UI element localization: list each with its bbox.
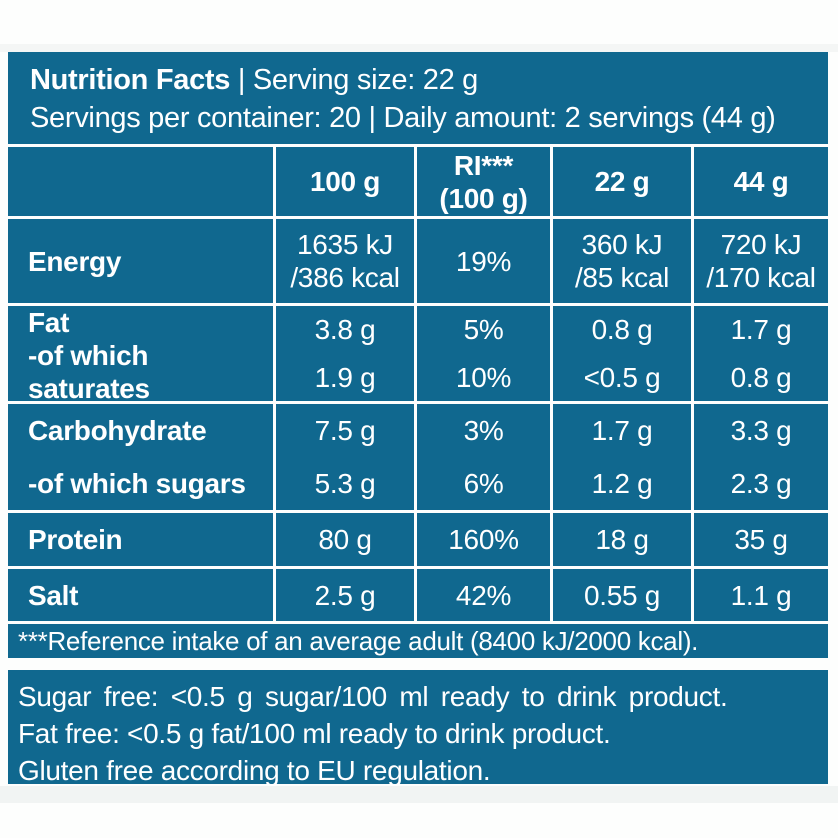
cell-energy-per22-kj: 360 kJ — [581, 229, 663, 260]
cell-energy-per44-kcal: /170 kcal — [706, 262, 816, 293]
cell-protein-per44: 35 g — [694, 513, 828, 566]
header-serving-size: | Serving size: 22 g — [237, 64, 478, 96]
cell-fat-per100: 3.8 g — [314, 314, 376, 346]
cell-fat-ri: 5% — [463, 314, 504, 346]
cell-fat-group-ri: 5% 10% — [417, 306, 550, 401]
row-label-protein: Protein — [8, 513, 273, 566]
header-line-2: Servings per container: 20 | Daily amoun… — [30, 102, 776, 134]
cell-fat-group-per44: 1.7 g 0.8 g — [694, 306, 828, 401]
top-background-strip — [0, 44, 838, 52]
cell-energy-per44-kj: 720 kJ — [720, 229, 802, 260]
cell-carbohydrate-per44: 3.3 g — [730, 415, 792, 446]
cell-fat-group-per22: 0.8 g <0.5 g — [553, 306, 691, 401]
cell-energy-per100: 1635 kJ /386 kcal — [276, 219, 414, 303]
row-label-saturates: -of which saturates — [28, 340, 150, 404]
nutrition-label: Nutrition Facts | Serving size: 22 g Ser… — [8, 52, 828, 786]
cell-carbohydrate-per22: 1.7 g — [591, 415, 653, 446]
row-label-fat: Fat — [28, 307, 70, 338]
cell-carbohydrate-group-ri: 3% 6% — [417, 404, 550, 510]
cell-salt-per44: 1.1 g — [694, 569, 828, 621]
bottom-background-strip — [0, 786, 838, 803]
cell-sugars-ri: 6% — [463, 468, 504, 499]
cell-saturates-per44: 0.8 g — [730, 361, 792, 393]
cell-salt-per100: 2.5 g — [276, 569, 414, 621]
row-label-carbohydrate-group: Carbohydrate -of which sugars — [8, 404, 273, 510]
cell-sugars-per22: 1.2 g — [591, 468, 653, 499]
claim-fat-free: Fat free: <0.5 g fat/100 ml ready to dri… — [18, 718, 611, 749]
header-title: Nutrition Facts — [30, 64, 231, 96]
cell-energy-per22: 360 kJ /85 kcal — [553, 219, 691, 303]
row-label-sugars: -of which sugars — [28, 468, 246, 499]
cell-saturates-per22: <0.5 g — [583, 361, 661, 393]
header-line-1: Nutrition Facts | Serving size: 22 g — [30, 61, 828, 99]
cell-energy-per22-kcal: /85 kcal — [574, 262, 670, 293]
column-header-44g: 44 g — [694, 147, 828, 216]
cell-protein-ri: 160% — [417, 513, 550, 566]
cell-energy-per100-kj: 1635 kJ — [297, 229, 393, 260]
cell-protein-per100: 80 g — [276, 513, 414, 566]
cell-carbohydrate-group-per100: 7.5 g 5.3 g — [276, 404, 414, 510]
cell-sugars-per44: 2.3 g — [730, 468, 792, 499]
cell-protein-per22: 18 g — [553, 513, 691, 566]
column-header-ri: RI*** (100 g) — [417, 147, 550, 216]
row-label-fat-group: Fat -of which saturates — [8, 306, 273, 404]
column-header-ri-line2: (100 g) — [439, 182, 528, 214]
cell-energy-per100-kcal: /386 kcal — [290, 262, 400, 293]
cell-fat-per22: 0.8 g — [591, 314, 653, 346]
claim-sugar-free: Sugar free: <0.5 g sugar/100 ml ready to… — [18, 681, 728, 712]
label-header: Nutrition Facts | Serving size: 22 g Ser… — [8, 52, 828, 144]
cell-energy-ri: 19% — [417, 219, 550, 303]
cell-salt-ri: 42% — [417, 569, 550, 621]
cell-sugars-per100: 5.3 g — [314, 468, 376, 499]
row-label-carbohydrate: Carbohydrate — [28, 415, 207, 446]
column-header-blank — [8, 147, 273, 216]
cell-carbohydrate-per100: 7.5 g — [314, 415, 376, 446]
claim-gluten-free: Gluten free according to EU regulation. — [18, 755, 491, 786]
nutrition-table: 100 g RI*** (100 g) 22 g 44 g Energy 163… — [8, 147, 828, 658]
column-header-ri-line1: RI*** — [453, 149, 514, 181]
row-label-energy: Energy — [8, 219, 273, 303]
cell-energy-per44: 720 kJ /170 kcal — [694, 219, 828, 303]
row-label-salt: Salt — [8, 569, 273, 621]
cell-salt-per22: 0.55 g — [553, 569, 691, 621]
reference-intake-footnote: ***Reference intake of an average adult … — [8, 624, 828, 658]
column-header-100g: 100 g — [276, 147, 414, 216]
cell-saturates-ri: 10% — [455, 361, 512, 393]
column-header-22g: 22 g — [553, 147, 691, 216]
cell-saturates-per100: 1.9 g — [314, 361, 376, 393]
cell-carbohydrate-group-per44: 3.3 g 2.3 g — [694, 404, 828, 510]
claims-block: Sugar free: <0.5 g sugar/100 ml ready to… — [8, 670, 828, 786]
cell-fat-per44: 1.7 g — [730, 314, 792, 346]
cell-carbohydrate-ri: 3% — [463, 415, 504, 446]
cell-carbohydrate-group-per22: 1.7 g 1.2 g — [553, 404, 691, 510]
cell-fat-group-per100: 3.8 g 1.9 g — [276, 306, 414, 401]
